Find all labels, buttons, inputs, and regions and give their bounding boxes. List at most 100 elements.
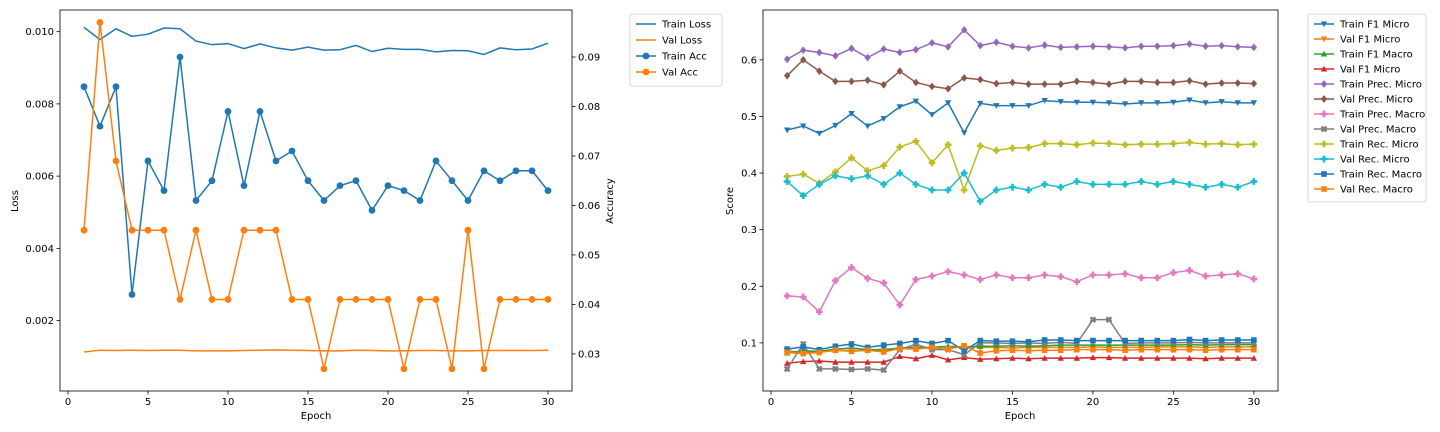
chart1-data-point: [977, 100, 984, 107]
chart1-data-point: [832, 52, 839, 60]
chart1-series-line: [787, 354, 1254, 365]
chart1-data-point: [1218, 346, 1225, 353]
chart1-data-point: [1186, 40, 1193, 48]
chart1-data-point: [880, 342, 887, 348]
chart1-data-point: [784, 346, 790, 352]
chart1-data-point: [944, 268, 952, 275]
chart1-data-point: [864, 365, 871, 373]
chart1-data-point: [1041, 342, 1048, 349]
chart1-data-point: [1202, 337, 1209, 344]
chart1-data-point: [976, 142, 984, 150]
chart1-data-point: [960, 186, 968, 194]
chart0-data-point: [512, 167, 520, 175]
chart1-data-point: [1137, 140, 1145, 148]
chart1-data-point: [1153, 274, 1161, 282]
chart1-data-point: [880, 180, 888, 188]
chart1-data-point: [1057, 140, 1065, 148]
chart1-series-line: [786, 99, 1254, 135]
chart1-data-point: [1041, 271, 1049, 279]
chart1-data-point: [993, 103, 1000, 109]
chart1-legend: Train F1 Micro Val F1 Micro Train F1 Macro…: [1307, 13, 1427, 203]
chart1-data-point: [1186, 336, 1193, 343]
chart1-data-point: [977, 356, 984, 362]
chart1-data-point: [1250, 178, 1258, 185]
chart1-data-point: [816, 346, 823, 353]
chart0-ytick-label: 0.008: [25, 99, 54, 110]
chart1-series-8: [783, 137, 1258, 194]
chart0-data-point: [528, 167, 536, 175]
chart1-data-point: [993, 338, 1000, 344]
chart1-data-point: [960, 74, 968, 82]
chart1-legend-marker: [1320, 155, 1328, 163]
chart1-data-point: [1105, 140, 1113, 148]
chart1-data-point: [944, 141, 952, 149]
chart1-data-point: [1073, 354, 1081, 361]
chart1-ytick-label: 0.2: [741, 282, 757, 293]
chart1-data-point: [1186, 97, 1193, 104]
chart0-data-point: [320, 197, 328, 204]
chart0-xlabel: Epoch: [301, 411, 332, 422]
chart1-data-point: [1218, 99, 1225, 105]
chart1-ytick-label: 0.6: [741, 55, 757, 66]
chart1-legend-label: Val Rec. Micro: [1340, 155, 1410, 166]
chart0-data-point: [384, 296, 392, 303]
chart1-data-point: [1073, 77, 1081, 86]
chart1-data-point: [896, 301, 904, 309]
chart1-series-9: [783, 169, 1258, 205]
chart1-data-point: [1105, 42, 1113, 51]
chart1-data-point: [944, 186, 952, 194]
chart1-data-point: [1121, 101, 1129, 108]
chart1-data-point: [1090, 346, 1096, 353]
chart0-data-point: [144, 226, 152, 234]
chart1-data-point: [1170, 41, 1177, 50]
chart0-data-point: [272, 157, 280, 165]
chart1-data-point: [848, 111, 855, 117]
chart1-data-point: [1218, 41, 1225, 50]
chart1-data-point: [1154, 78, 1161, 87]
chart0-legend-frame: [629, 13, 723, 87]
chart1-legend-label: Val Prec. Macro: [1340, 125, 1416, 136]
chart1-data-point: [832, 77, 839, 86]
chart1-data-point: [1105, 100, 1113, 107]
chart0-ytick-label: 0.006: [25, 172, 54, 183]
chart1-data-point: [1025, 343, 1032, 349]
chart1-data-point: [1041, 140, 1049, 148]
chart1-data-point: [912, 98, 920, 105]
chart1-data-point: [1106, 346, 1112, 353]
chart1-data-point: [1089, 271, 1097, 279]
chart1-legend-marker: [1320, 65, 1328, 72]
chart1-data-point: [1138, 354, 1145, 361]
chart1-data-point: [1153, 180, 1161, 188]
chart0-data-point: [352, 296, 360, 303]
chart1-data-point: [1138, 346, 1145, 353]
chart1-legend-label: Train Prec. Micro: [1339, 80, 1422, 91]
chart1-data-point: [1234, 141, 1242, 149]
chart1-data-point: [913, 346, 919, 352]
chart1-data-point: [896, 48, 903, 57]
chart1-data-point: [1138, 341, 1145, 348]
chart1-data-point: [1234, 337, 1241, 343]
chart1-plot-frame: [762, 9, 1279, 392]
chart0-right-ytick-label: 0.04: [578, 300, 600, 311]
chart1-series-11: [784, 342, 1257, 357]
chart0-data-point: [496, 296, 504, 303]
chart1-data-point: [783, 55, 791, 64]
chart1-data-point: [848, 358, 855, 365]
chart1-data-point: [848, 348, 855, 355]
chart1-data-point: [1025, 274, 1032, 282]
chart1-data-point: [912, 180, 920, 188]
chart1-data-point: [1121, 77, 1129, 86]
chart1-series-10: [784, 336, 1257, 354]
chart1-data-point: [1057, 341, 1064, 348]
chart0-data-point: [400, 365, 408, 373]
chart1-data-point: [1218, 354, 1225, 361]
chart1-data-point: [960, 271, 968, 279]
chart0-data-point: [368, 206, 376, 214]
chart0-series-line: [83, 26, 549, 56]
chart0-data-point: [160, 187, 168, 195]
chart1-data-point: [1089, 139, 1097, 147]
chart1-data-point: [896, 345, 903, 352]
chart0-data-point: [208, 177, 216, 185]
chart0-data-point: [80, 226, 88, 234]
